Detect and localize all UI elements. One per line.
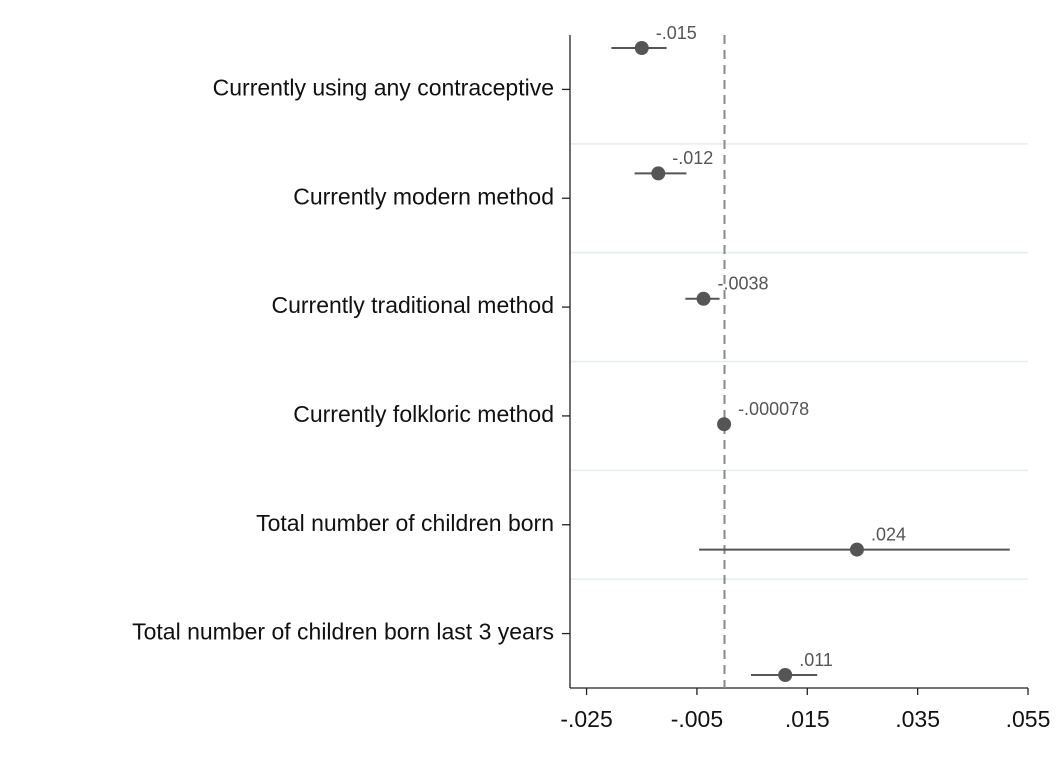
value-label: -.000078 — [738, 399, 809, 419]
x-tick-label: -.005 — [671, 706, 723, 732]
x-tick-label: .035 — [895, 706, 940, 732]
point — [696, 291, 711, 306]
point — [651, 166, 666, 181]
x-tick-label: .015 — [785, 706, 830, 732]
y-tick-label: Total number of children born last 3 yea… — [132, 619, 554, 645]
y-tick-label: Currently modern method — [293, 183, 554, 209]
y-tick-label: Total number of children born — [256, 510, 554, 536]
point — [849, 542, 864, 557]
y-tick-label: Currently traditional method — [271, 292, 554, 318]
value-label: -.012 — [672, 148, 713, 168]
x-tick-label: .055 — [1006, 706, 1051, 732]
x-tick-label: -.025 — [560, 706, 612, 732]
point — [634, 41, 649, 55]
value-label: .011 — [799, 650, 833, 670]
point — [778, 668, 793, 682]
y-tick-label: Currently using any contraceptive — [213, 74, 554, 100]
y-tick-label: Currently folkloric method — [293, 401, 554, 427]
point — [717, 417, 732, 432]
value-label: .024 — [871, 524, 906, 544]
value-label: -.015 — [656, 23, 697, 43]
value-label: -.0038 — [718, 274, 769, 294]
